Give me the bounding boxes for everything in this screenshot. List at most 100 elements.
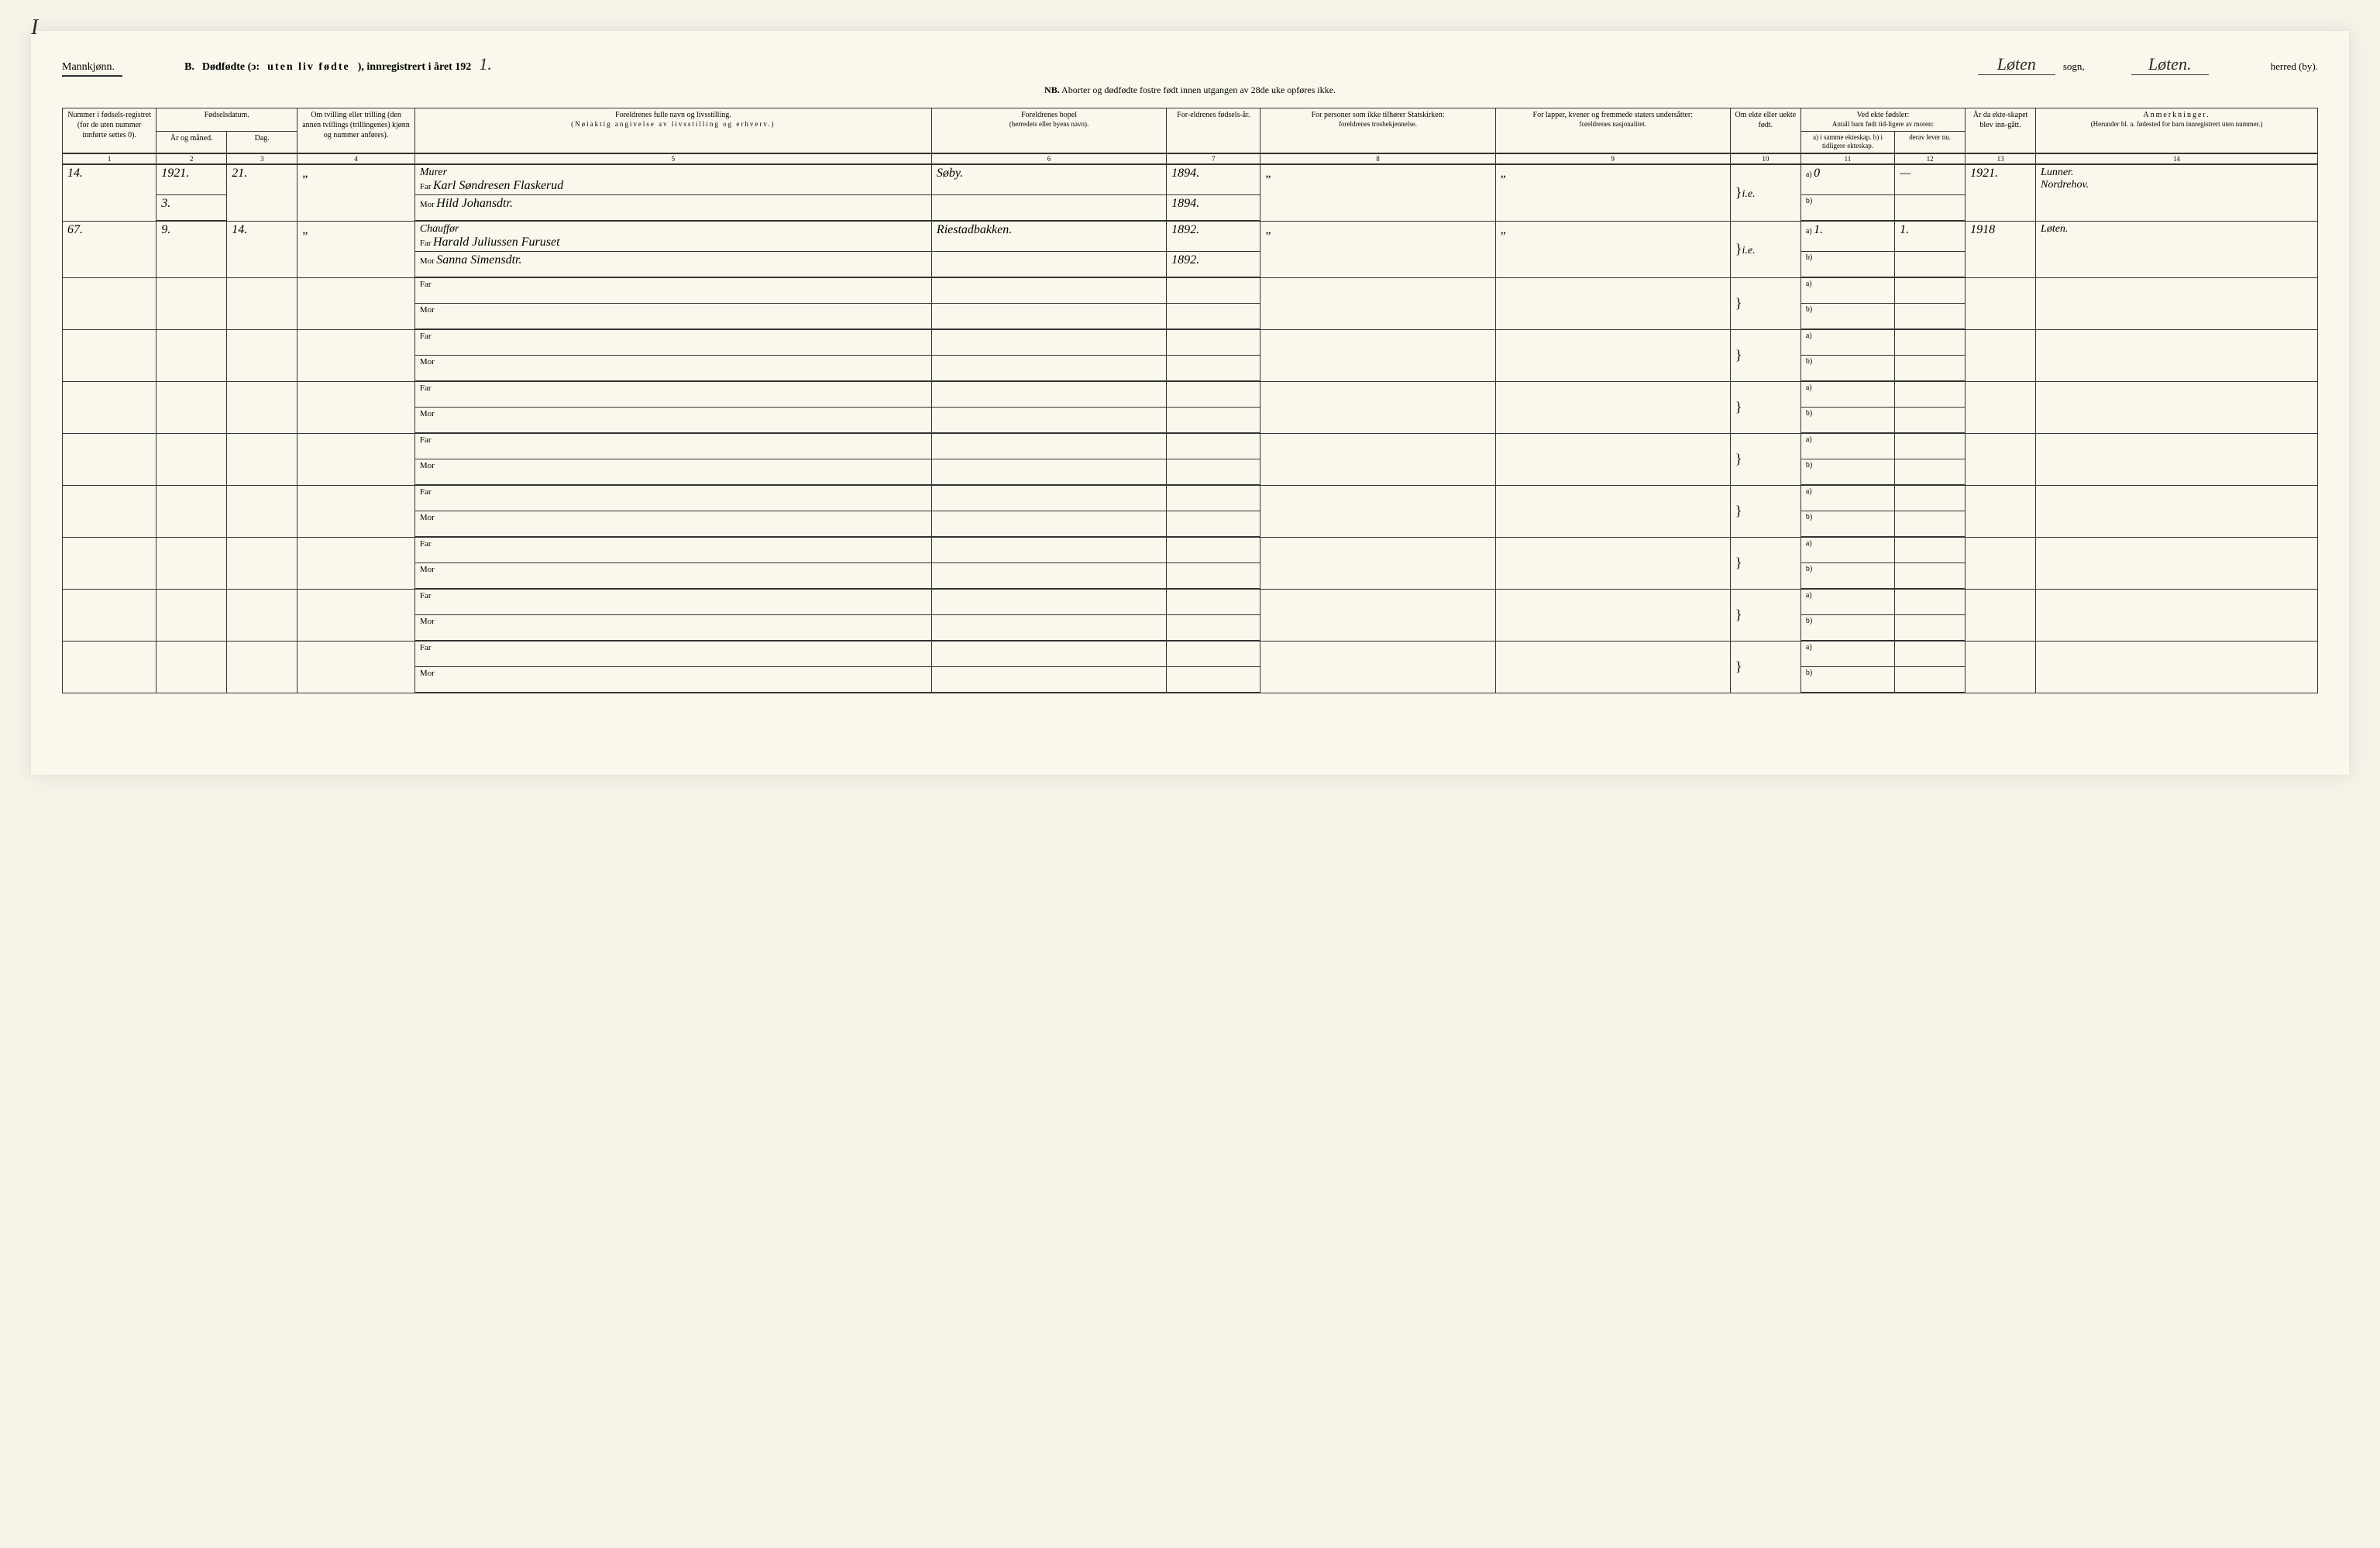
mor-label: Mor (420, 256, 435, 266)
entry-2-far-row: 67. 9. 14. „ Chauffør Far Harald Juliuss… (63, 221, 2318, 252)
entry-2-day: 14. (227, 221, 298, 277)
parish-name: Løten (1978, 54, 2055, 75)
register-page: Mannkjønn. B. Dødfødte (ɔ: uten liv født… (31, 31, 2349, 775)
mor-label: Mor (420, 200, 435, 209)
district-name: Løten. (2131, 54, 2209, 75)
entry-2-b: b) (1800, 252, 1894, 278)
col-7-header: For-eldrenes fødsels-år. (1167, 108, 1261, 154)
empty-row: Far } a) (63, 485, 2318, 511)
col-5-header: Foreldrenes fulle navn og livsstilling. … (414, 108, 931, 154)
entry-1-month: 3. (156, 195, 227, 222)
entry-2-ditto9: „ (1495, 221, 1730, 277)
entry-1-far-year: 1894. (1167, 164, 1261, 195)
colnum-5: 5 (414, 153, 931, 164)
entry-2-twin: „ (298, 221, 415, 277)
colnum-6: 6 (931, 153, 1166, 164)
col-2-header: År og måned. (156, 131, 227, 153)
entry-1-ditto9: „ (1495, 164, 1730, 221)
title-spaced: uten liv fødte (267, 61, 350, 74)
entry-1-brace: }i.e. (1730, 164, 1800, 221)
entry-1-a: a) 0 (1800, 164, 1894, 195)
title-suffix: ), innregistrert i året 192 (358, 61, 472, 74)
entry-1-a-lever: — (1895, 164, 1966, 195)
nb-prefix: NB. (1044, 84, 1060, 95)
entry-2-mor-year: 1892. (1167, 252, 1261, 278)
colnum-8: 8 (1261, 153, 1495, 164)
colnum-12: 12 (1895, 153, 1966, 164)
entry-1-ekte: i.e. (1742, 188, 1756, 200)
entry-2-brace: }i.e. (1730, 221, 1800, 277)
entry-2-num: 67. (63, 221, 156, 277)
col-8-header: For personer som ikke tilhører Statskirk… (1261, 108, 1495, 154)
column-numbers-row: 1 2 3 4 5 6 7 8 9 10 11 12 13 14 (63, 153, 2318, 164)
entry-2-mor-cell: Mor Sanna Simensdtr. (414, 252, 931, 278)
entry-1-day: 21. (227, 164, 298, 221)
empty-row: Far } a) (63, 329, 2318, 356)
entry-2-a-lever: 1. (1895, 221, 1966, 252)
col-12-header: derav lever nu. (1895, 131, 1966, 153)
far-label: Far (420, 239, 432, 248)
empty-b: b) (1800, 304, 1894, 330)
col-2-3-group: Fødselsdatum. (156, 108, 298, 132)
empty-row: Far } a) (63, 433, 2318, 459)
mor-label: Mor (420, 305, 435, 315)
col-11-header: a) i samme ekteskap. b) i tidligere ekte… (1800, 131, 1894, 153)
entry-2-ekte: i.e. (1742, 245, 1756, 256)
entry-2-far-cell: Chauffør Far Harald Juliussen Furuset (414, 221, 931, 252)
empty-row: Far } a) (63, 589, 2318, 615)
entry-2-mor-name: Sanna Simensdtr. (436, 253, 521, 267)
colnum-4: 4 (298, 153, 415, 164)
nb-text: Aborter og dødfødte fostre født innen ut… (1061, 84, 1336, 95)
entry-1-far-cell: Murer Far Karl Søndresen Flaskerud (414, 164, 931, 195)
entry-1-remarks: Lunner. Nordrehov. (2036, 164, 2318, 221)
far-label: Far (420, 280, 432, 289)
far-label: Far (420, 182, 432, 191)
col-4-header: Om tvilling eller trilling (den annen tv… (298, 108, 415, 154)
colnum-10: 10 (1730, 153, 1800, 164)
nb-notice: NB. Aborter og dødfødte fostre født inne… (62, 84, 2318, 96)
year-digit: 1. (479, 54, 492, 74)
colnum-14: 14 (2036, 153, 2318, 164)
header-line-1: Mannkjønn. B. Dødfødte (ɔ: uten liv født… (62, 54, 2318, 77)
col-9-header: For lapper, kvener og fremmede staters u… (1495, 108, 1730, 154)
colnum-2: 2 (156, 153, 227, 164)
entry-2-ditto8: „ (1261, 221, 1495, 277)
col-3-header: Dag. (227, 131, 298, 153)
register-table: Nummer i fødsels-registret (for de uten … (62, 108, 2318, 693)
header-row: Nummer i fødsels-registret (for de uten … (63, 108, 2318, 132)
colnum-13: 13 (1966, 153, 2036, 164)
entry-2-month: 9. (156, 221, 227, 277)
col-11-12-group: Ved ekte fødsler: Antall barn født tid-l… (1800, 108, 1965, 132)
col-6-header: Foreldrenes bopel (herredets eller byens… (931, 108, 1166, 154)
entry-1-mor-year: 1894. (1167, 195, 1261, 222)
gender-label: Mannkjønn. (62, 61, 122, 77)
empty-row: Far } a) (63, 641, 2318, 667)
entry-1-mor-cell: Mor Hild Johansdtr. (414, 195, 931, 222)
entry-1-ditto8: „ (1261, 164, 1495, 221)
entry-1-num: 14. (63, 164, 156, 221)
entry-1-mor-name: Hild Johansdtr. (436, 197, 513, 210)
entry-1-year: 1921. (156, 164, 227, 195)
empty-brace: } (1730, 277, 1800, 329)
entry-2-bopel: Riestadbakken. (931, 221, 1166, 252)
corner-mark: I (31, 15, 38, 40)
entry-2-year13: 1918 (1966, 221, 2036, 277)
col-14-header: Anmerkninger. (Herunder bl. a. fødested … (2036, 108, 2318, 154)
entry-1-b: b) (1800, 195, 1894, 222)
empty-row: Far } a) (63, 277, 2318, 304)
entry-2-remarks: Løten. (2036, 221, 2318, 277)
empty-a: a) (1800, 277, 1894, 304)
col-13-header: År da ekte-skapet blev inn-gått. (1966, 108, 2036, 154)
entry-1-bopel: Søby. (931, 164, 1166, 195)
colnum-1: 1 (63, 153, 156, 164)
colnum-3: 3 (227, 153, 298, 164)
entry-2-far-year: 1892. (1167, 221, 1261, 252)
parish-label: sogn, (2063, 60, 2085, 73)
entry-1-far-name: Karl Søndresen Flaskerud (433, 179, 563, 192)
colnum-7: 7 (1167, 153, 1261, 164)
empty-row: Far } a) (63, 537, 2318, 563)
title-main: Dødfødte (ɔ: (202, 61, 260, 74)
section-letter: B. (184, 61, 194, 74)
entry-1-twin: „ (298, 164, 415, 221)
col-1-header: Nummer i fødsels-registret (for de uten … (63, 108, 156, 154)
